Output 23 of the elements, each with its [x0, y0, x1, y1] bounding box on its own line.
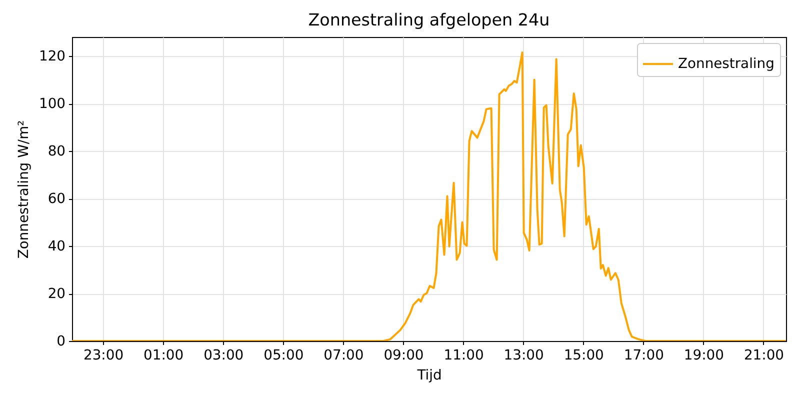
x-tick-label: 13:00 [504, 348, 544, 364]
y-tick-label: 20 [48, 286, 66, 302]
x-tick-label: 09:00 [384, 348, 424, 364]
x-tick-label: 01:00 [144, 348, 184, 364]
chart-title: Zonnestraling afgelopen 24u [308, 9, 550, 30]
x-tick-label: 23:00 [84, 348, 124, 364]
y-tick-label: 80 [48, 144, 66, 160]
x-tick-label: 21:00 [744, 348, 784, 364]
y-tick-label: 120 [38, 48, 66, 64]
y-axis-title: Zonnestraling W/m² [16, 120, 32, 259]
x-tick-label: 03:00 [204, 348, 244, 364]
y-tick-label: 60 [48, 191, 66, 207]
x-axis-title: Tijd [416, 367, 442, 384]
x-tick-label: 11:00 [444, 348, 484, 364]
x-tick-label: 07:00 [324, 348, 364, 364]
y-tick-label: 100 [38, 96, 66, 112]
y-tick-label: 40 [48, 238, 66, 254]
x-tick-label: 19:00 [684, 348, 724, 364]
x-tick-label: 15:00 [564, 348, 604, 364]
x-tick-label: 17:00 [624, 348, 664, 364]
legend-label: Zonnestraling [678, 56, 774, 72]
y-tick-label: 0 [56, 334, 66, 350]
x-tick-label: 05:00 [264, 348, 304, 364]
